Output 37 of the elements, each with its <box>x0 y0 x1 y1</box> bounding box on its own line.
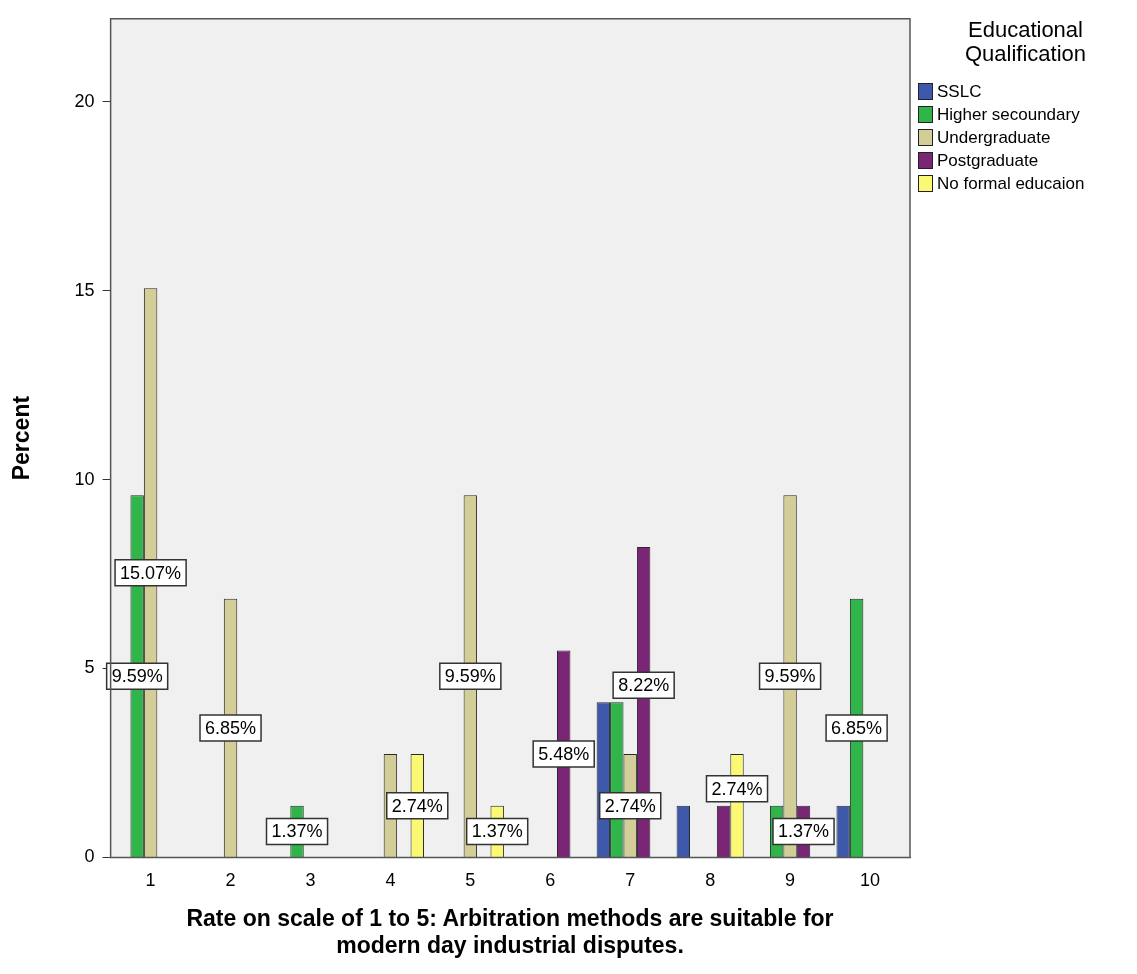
data-label: 5.48% <box>538 743 590 764</box>
y-axis-title: Percent <box>8 395 35 481</box>
data-label: 1.37% <box>271 821 323 842</box>
x-tick-label: 5 <box>465 870 476 891</box>
y-tick-label: 5 <box>84 657 95 678</box>
x-tick-label: 1 <box>145 870 156 891</box>
data-label: 9.59% <box>764 666 816 687</box>
x-tick-label: 2 <box>225 870 236 891</box>
x-tick-label: 6 <box>545 870 556 891</box>
legend-label: Postgraduate <box>937 150 1039 171</box>
y-tick-label: 20 <box>74 90 95 111</box>
data-label: 2.74% <box>711 778 763 799</box>
x-tick-label: 9 <box>785 870 796 891</box>
y-tick-label: 0 <box>84 846 95 867</box>
y-tick-label: 10 <box>74 468 95 489</box>
data-label: 6.85% <box>831 717 883 738</box>
data-label: 1.37% <box>778 821 830 842</box>
legend-label: Higher secoundary <box>937 104 1080 125</box>
data-label: 6.85% <box>205 717 257 738</box>
x-tick-label: 8 <box>705 870 716 891</box>
data-label: 1.37% <box>471 821 523 842</box>
legend-label: Undergraduate <box>937 127 1051 148</box>
x-tick-label: 10 <box>860 870 881 891</box>
data-label: 9.59% <box>444 666 496 687</box>
x-tick-label: 3 <box>305 870 316 891</box>
data-label: 8.22% <box>618 675 670 696</box>
data-label: 9.59% <box>111 666 163 687</box>
legend-label: No formal educaion <box>937 173 1085 194</box>
y-tick-label: 15 <box>74 279 95 300</box>
legend-label: SSLC <box>937 81 982 102</box>
data-label: 2.74% <box>604 795 656 816</box>
legend-title: Educational Qualification <box>963 17 1088 66</box>
x-tick-label: 7 <box>625 870 636 891</box>
x-axis-title: Rate on scale of 1 to 5: Arbitration methods are suitable for modern day industrial disputes. <box>185 905 835 959</box>
data-label: 2.74% <box>391 795 443 816</box>
data-label: 15.07% <box>120 562 182 583</box>
x-tick-label: 4 <box>385 870 396 891</box>
